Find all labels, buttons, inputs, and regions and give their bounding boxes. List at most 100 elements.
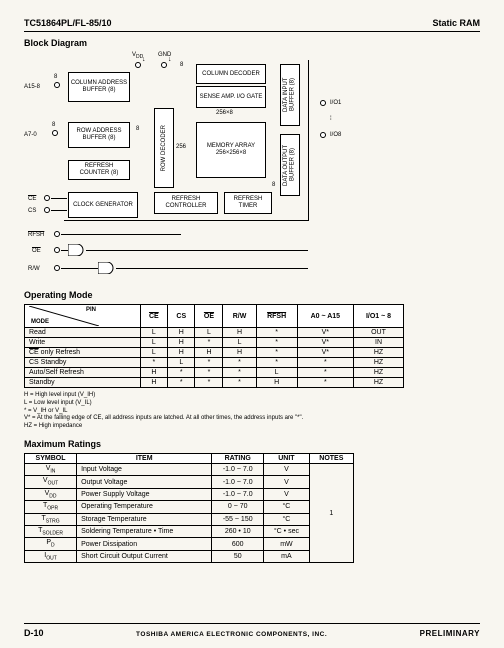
- note-h: H = High level input (V_IH): [24, 392, 480, 400]
- io8-pin: [320, 132, 326, 138]
- a7-label: A7-0: [24, 132, 37, 138]
- table-cell: TOPR: [25, 501, 77, 513]
- table-cell: L: [140, 348, 167, 358]
- col-io: I/O1 ~ 8: [354, 305, 404, 328]
- table-cell: CE only Refresh: [25, 348, 141, 358]
- io8-label: I/O8: [330, 132, 341, 138]
- table-cell: Output Voltage: [77, 476, 212, 488]
- table-cell: H: [168, 348, 195, 358]
- max-ratings-title: Maximum Ratings: [24, 439, 480, 449]
- data-input-buffer-block: DATA INPUT BUFFER (8): [280, 64, 300, 126]
- table-row: VOUTOutput Voltage-1.0 ~ 7.0V: [25, 476, 354, 488]
- table-cell: V*: [297, 328, 353, 338]
- page-number: D-10: [24, 628, 44, 638]
- col-rfsh: RFSH: [256, 305, 297, 328]
- table-cell: VIN: [25, 463, 77, 475]
- rw-label: R/W: [28, 266, 40, 272]
- refresh-counter-block: REFRESH COUNTER (8): [68, 160, 130, 180]
- table-cell: *: [168, 378, 195, 388]
- table-cell: *: [256, 358, 297, 368]
- cs-line: [51, 210, 67, 211]
- col-ce: CE: [140, 305, 167, 328]
- table-cell: -1.0 ~ 7.0: [212, 476, 264, 488]
- table-cell: H: [223, 328, 256, 338]
- gate2-out-line: [116, 268, 308, 269]
- max-h-item: ITEM: [77, 453, 212, 463]
- maximum-ratings-table: SYMBOL ITEM RATING UNIT NOTES VINInput V…: [24, 453, 354, 563]
- table-row: ReadLHLH*V*OUT: [25, 328, 404, 338]
- mode-notes: H = High level input (V_IH) L = Low leve…: [24, 392, 480, 431]
- col-cs: CS: [168, 305, 195, 328]
- table-cell: Write: [25, 338, 141, 348]
- boundary-bottom: [64, 220, 309, 221]
- down-arrow-2: ↓: [168, 56, 172, 63]
- bus-256x8: 256×8: [216, 110, 233, 116]
- bus-8-e: 8: [272, 182, 275, 188]
- rfsh-label: RFSH: [28, 232, 44, 238]
- io1-label: I/O1: [330, 100, 341, 106]
- table-cell: *: [256, 338, 297, 348]
- oe-label: OE: [32, 248, 41, 254]
- table-cell: *: [297, 358, 353, 368]
- ce-label: CE: [28, 196, 36, 202]
- table-cell: -1.0 ~ 7.0: [212, 488, 264, 500]
- oe-pin: [54, 247, 60, 253]
- note-hz: HZ = High impedance: [24, 423, 480, 431]
- note-star: * = V_IH or V_IL: [24, 408, 480, 416]
- table-cell: IOUT: [25, 550, 77, 562]
- io1-pin: [320, 100, 326, 106]
- bus-256: 256: [176, 144, 186, 150]
- oe-line: [61, 250, 68, 251]
- table-cell: *: [195, 338, 223, 348]
- gnd-pin: [161, 62, 167, 68]
- table-cell: *: [223, 358, 256, 368]
- table-cell: 1: [309, 463, 353, 562]
- column-decoder-block: COLUMN DECODER: [196, 64, 266, 84]
- table-cell: *: [195, 378, 223, 388]
- column-address-buffer-block: COLUMN ADDRESS BUFFER (8): [68, 72, 130, 102]
- table-row: IOUTShort Circuit Output Current50mA: [25, 550, 354, 562]
- table-row: StandbyH***H*HZ: [25, 378, 404, 388]
- table-row: WriteLH*L*V*IN: [25, 338, 404, 348]
- table-cell: H: [168, 328, 195, 338]
- ce-pin: [44, 195, 50, 201]
- col-oe: OE: [195, 305, 223, 328]
- refresh-timer-block: REFRESH TIMER: [224, 192, 272, 214]
- operating-mode-table: PIN MODE CE CS OE R/W RFSH A0 ~ A15 I/O1…: [24, 304, 404, 388]
- vdd-pin: [135, 62, 141, 68]
- table-cell: HZ: [354, 348, 404, 358]
- table-row: TOPROperating Temperature0 ~ 70°C: [25, 501, 354, 513]
- sense-amp-block: SENSE AMP. I/O GATE: [196, 86, 266, 108]
- table-cell: CS Standby: [25, 358, 141, 368]
- table-cell: *: [223, 368, 256, 378]
- col-rw: R/W: [223, 305, 256, 328]
- table-cell: TSOLDER: [25, 525, 77, 537]
- row-address-buffer-block: ROW ADDRESS BUFFER (8): [68, 122, 130, 148]
- part-number: TC51864PL/FL-85/10: [24, 18, 112, 28]
- table-cell: *: [195, 358, 223, 368]
- table-cell: mA: [264, 550, 310, 562]
- table-cell: V*: [297, 338, 353, 348]
- table-cell: Soldering Temperature • Time: [77, 525, 212, 537]
- operating-mode-title: Operating Mode: [24, 290, 480, 300]
- bus-8-top: 8: [180, 62, 183, 68]
- row-decoder-block: ROW DECODER: [154, 108, 174, 188]
- table-cell: IN: [354, 338, 404, 348]
- table-row: TSTRGStorage Temperature-55 ~ 150°C: [25, 513, 354, 525]
- table-cell: *: [168, 368, 195, 378]
- table-cell: PD: [25, 538, 77, 550]
- cs-label: CS: [28, 208, 36, 214]
- ce-line: [51, 198, 67, 199]
- clock-generator-block: CLOCK GENERATOR: [68, 192, 138, 218]
- table-row: Auto/Self RefreshH***L*HZ: [25, 368, 404, 378]
- table-cell: 50: [212, 550, 264, 562]
- table-cell: Short Circuit Output Current: [77, 550, 212, 562]
- footer: D-10 TOSHIBA AMERICA ELECTRONIC COMPONEN…: [24, 623, 480, 638]
- max-h-symbol: SYMBOL: [25, 453, 77, 463]
- block-diagram-title: Block Diagram: [24, 38, 480, 48]
- table-cell: H: [168, 338, 195, 348]
- table-cell: HZ: [354, 378, 404, 388]
- a15-label: A15-8: [24, 84, 40, 90]
- memory-array-block: MEMORY ARRAY 256×256×8: [196, 122, 266, 178]
- table-cell: -1.0 ~ 7.0: [212, 463, 264, 475]
